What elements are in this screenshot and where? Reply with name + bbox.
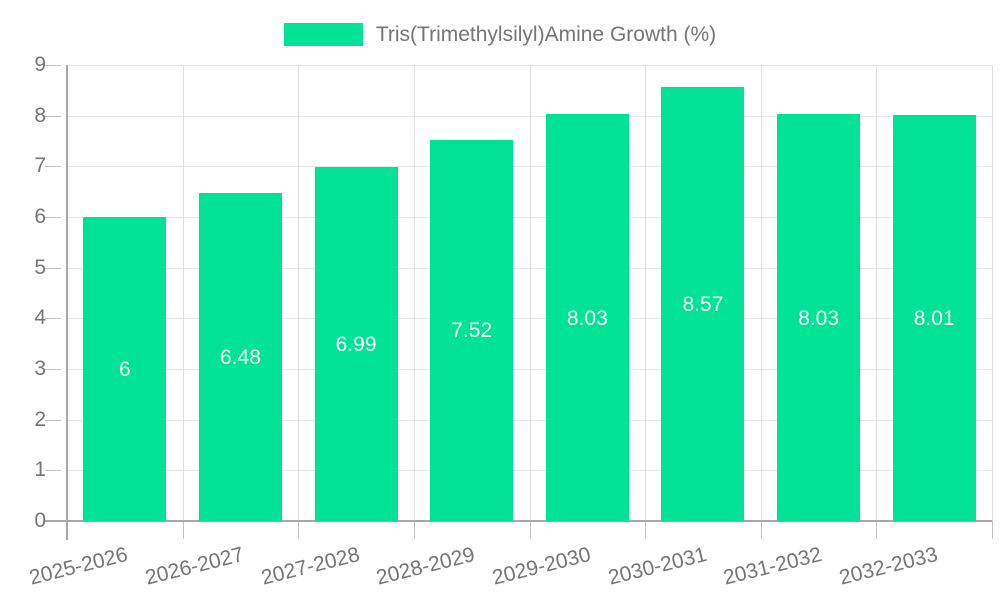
bar-2031-2032[interactable] [777, 114, 861, 521]
x-axis-label: 2032-2033 [836, 543, 940, 590]
bar-value-label: 8.57 [682, 292, 724, 316]
x-gridline [876, 65, 878, 521]
x-axis-label: 2025-2026 [27, 543, 131, 590]
y-axis-tick [45, 166, 61, 168]
y-axis-label: 2 [34, 407, 46, 431]
x-gridline [760, 65, 762, 521]
x-axis-tick [413, 521, 415, 539]
y-axis-label: 1 [34, 458, 46, 482]
x-axis-tick [876, 521, 878, 539]
legend-label: Tris(Trimethylsilyl)Amine Growth (%) [375, 22, 717, 46]
bar-2026-2027[interactable] [198, 192, 282, 521]
bar-value-label: 6.99 [335, 332, 377, 356]
bar-value-label: 6.48 [220, 345, 261, 369]
x-axis-tick [529, 521, 531, 539]
bar-2032-2033[interactable] [892, 115, 976, 521]
bar-value-label: 8.03 [566, 306, 608, 330]
y-axis-tick [45, 115, 61, 117]
x-axis-label: 2029-2030 [489, 543, 593, 590]
y-axis-tick [45, 217, 61, 218]
y-axis-label: 6 [34, 205, 46, 228]
x-axis-tick [182, 521, 184, 539]
x-axis-tick [645, 521, 647, 539]
x-axis-tick [760, 521, 762, 539]
x-gridline [182, 65, 184, 521]
x-axis-label: 2026-2027 [142, 543, 247, 590]
y-axis-label: 3 [34, 357, 46, 380]
x-gridline [645, 65, 647, 521]
x-axis-label: 2028-2029 [374, 543, 478, 590]
x-axis-line [45, 520, 992, 522]
y-axis-label: 0 [34, 509, 46, 532]
y-axis-tick [45, 267, 61, 269]
bar-value-label: 8.03 [798, 306, 839, 330]
y-axis-tick [45, 369, 61, 370]
y-axis-line [66, 65, 68, 540]
legend-swatch-icon [283, 22, 363, 46]
x-gridline [413, 65, 415, 521]
y-axis-tick [45, 65, 61, 66]
y-axis-label: 9 [34, 53, 46, 76]
bar-value-label: 6 [118, 358, 131, 381]
y-axis-tick [45, 470, 61, 472]
y-axis-label: 7 [34, 154, 46, 178]
legend[interactable]: Tris(Trimethylsilyl)Amine Growth (%) [0, 22, 1000, 46]
x-axis-tick [298, 521, 300, 539]
bar-2027-2028[interactable] [314, 166, 398, 521]
x-gridline [298, 65, 300, 521]
y-axis-tick [45, 419, 61, 421]
bar-2030-2031[interactable] [661, 86, 745, 521]
y-axis-label: 8 [34, 103, 46, 127]
x-gridline [529, 65, 531, 521]
bar-2025-2026[interactable] [83, 217, 167, 521]
y-axis-label: 5 [34, 255, 46, 279]
bar-2028-2029[interactable] [430, 139, 514, 521]
x-axis-tick [992, 521, 993, 539]
bar-2029-2030[interactable] [545, 114, 629, 521]
bar-value-label: 7.52 [451, 319, 493, 343]
y-axis-tick [45, 318, 61, 320]
x-axis-label: 2030-2031 [605, 543, 709, 590]
y-axis-label: 4 [34, 306, 46, 330]
x-axis-label: 2027-2028 [258, 543, 362, 590]
x-axis-label: 2031-2032 [721, 543, 825, 590]
x-gridline [992, 65, 993, 521]
bar-value-label: 8.01 [913, 307, 955, 331]
